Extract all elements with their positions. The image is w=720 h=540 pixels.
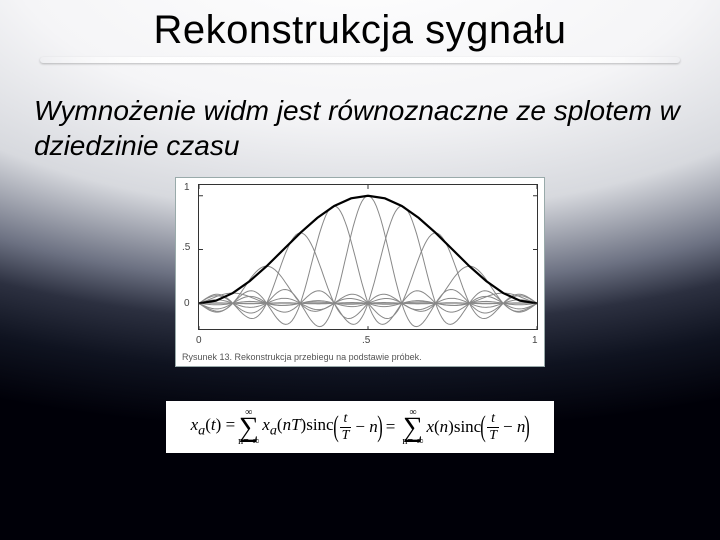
- sum1-den: T: [340, 429, 352, 443]
- sum2-num: t: [489, 412, 497, 426]
- ytick-0p5: .5: [182, 242, 190, 253]
- plot-area: [198, 184, 538, 330]
- title-underline: [40, 57, 680, 63]
- slide-title: Rekonstrukcja sygnału: [0, 0, 720, 53]
- sum2-offset: − n: [503, 417, 525, 437]
- figure-caption: Rysunek 13. Rekonstrukcja przebiegu na p…: [180, 348, 424, 364]
- sum2-coeff: x(n)sinc: [426, 417, 481, 437]
- plot-svg: [199, 185, 537, 330]
- ytick-1: 1: [184, 182, 190, 193]
- xtick-0: 0: [196, 335, 202, 346]
- sum2-lower: n=-∞: [402, 438, 423, 446]
- sum2-frac: t T: [487, 412, 499, 443]
- slide: Rekonstrukcja sygnału Wymnożenie widm je…: [0, 0, 720, 540]
- figure: 1 .5 0 0 .5 1 Rysunek 13. Rekonstrukcja …: [175, 177, 545, 367]
- sum1-coeff: xa(nT)sinc: [262, 415, 333, 439]
- slide-subtitle: Wymnożenie widm jest równoznaczne ze spl…: [0, 63, 720, 163]
- sum1-lower: n=-∞: [238, 438, 259, 446]
- sum-2: ∞ ∑ n=-∞: [402, 409, 423, 446]
- sum1-frac: t T: [340, 412, 352, 443]
- sum1-num: t: [342, 412, 350, 426]
- formula: xa(t) = ∞ ∑ n=-∞ xa(nT)sinc ( t T − n ) …: [166, 401, 554, 453]
- lhs: xa(t) =: [191, 415, 236, 439]
- sum-1: ∞ ∑ n=-∞: [238, 409, 259, 446]
- ytick-0: 0: [184, 298, 190, 309]
- xtick-1: 1: [532, 335, 538, 346]
- xtick-0p5: .5: [362, 335, 370, 346]
- sum2-den: T: [487, 429, 499, 443]
- sum1-offset: − n: [355, 417, 377, 437]
